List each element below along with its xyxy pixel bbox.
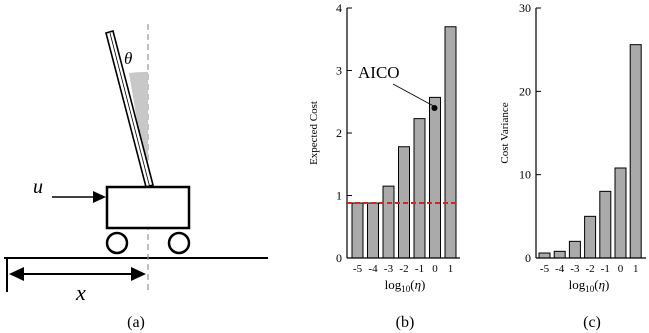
force-arrowhead [93,191,106,203]
xlabel-c-subscript: 10 [585,284,595,294]
xlabel-b-eta: η [415,277,421,292]
xtick-label-b: -1 [415,263,424,275]
ytick-label-b: 3 [336,64,342,78]
bar-b--4 [367,202,379,259]
xtick-label-c: -3 [570,263,580,275]
xlabel-b: log10(η) [385,277,426,294]
ylabel-b: Expected Cost [308,101,320,165]
xlabel-b-arg: ( [410,277,414,292]
position-arrowhead-left [9,267,24,281]
xtick-label-b: -5 [353,263,363,275]
annotation-aico: AICO [358,63,400,82]
ytick-label-b: 4 [336,1,342,15]
wheel-left [105,231,129,255]
xlabel-c-arg: ( [594,277,598,292]
bar-b--3 [382,185,395,259]
xtick-label-b: -3 [384,263,394,275]
bar-b--5 [351,202,364,259]
ylabel-c: Cost Variance [499,102,511,163]
ytick-label-b: 2 [336,126,342,140]
position-arrowhead-right [131,267,146,281]
pole-inner-line [109,32,150,187]
xtick-label-b: -2 [399,263,408,275]
ytick-label-c: 0 [525,251,531,265]
yticks-c: 0 10 20 30 [519,1,541,265]
xlabel-c-eta: η [599,277,605,292]
force-label: u [33,176,43,198]
bars-b [351,26,457,259]
bar-b--1 [413,118,426,259]
bar-c--1 [599,190,612,259]
position-label: x [75,280,86,305]
bar-b-0 [429,96,441,259]
annotation-leader [392,83,434,107]
xtick-label-b: -4 [368,263,378,275]
ytick-label-b: 0 [336,251,342,265]
ticklabels-b: -5 -4 -3 -2 -1 0 1 [353,263,453,275]
panel-label-b: (b) [396,314,415,331]
xtick-label-c: 1 [633,263,639,275]
cart-body [105,185,191,230]
bar-c-0 [614,167,627,259]
xtick-label-c: -1 [601,263,610,275]
bar-c--5 [538,252,551,259]
xlabel-b-close: ) [421,277,425,292]
bar-c-1 [629,44,642,259]
xlabel-c-close: ) [605,277,609,292]
xtick-label-c: 0 [618,263,624,275]
ytick-label-c: 20 [519,84,531,98]
bar-c--2 [584,215,597,259]
panel-label-c: (c) [583,314,601,331]
xlabel-c: log10(η) [569,277,610,294]
wheel-right [167,231,191,255]
xtick-label-c: -2 [586,263,595,275]
xtick-label-c: -4 [555,263,565,275]
ytick-label-b: 1 [336,189,342,203]
ytick-label-c: 10 [519,168,531,182]
cartpole-diagram: u θ x (a) [4,24,268,331]
bar-c--3 [568,240,581,259]
annotation-point [431,105,438,111]
xtick-label-c: -5 [540,263,550,275]
bar-b-1 [444,26,457,259]
ytick-label-c: 30 [519,1,531,15]
ticklabels-c: -5 -4 -3 -2 -1 0 1 [540,263,639,275]
yticks-b: 0 1 2 3 4 [336,1,352,265]
bars-c [538,44,642,259]
xtick-label-b: 1 [448,263,454,275]
theta-label: θ [124,49,132,68]
bar-c--4 [553,250,566,259]
xlabel-b-subscript: 10 [401,284,411,294]
panel-label-a: (a) [127,314,145,331]
xtick-label-b: 0 [432,263,438,275]
